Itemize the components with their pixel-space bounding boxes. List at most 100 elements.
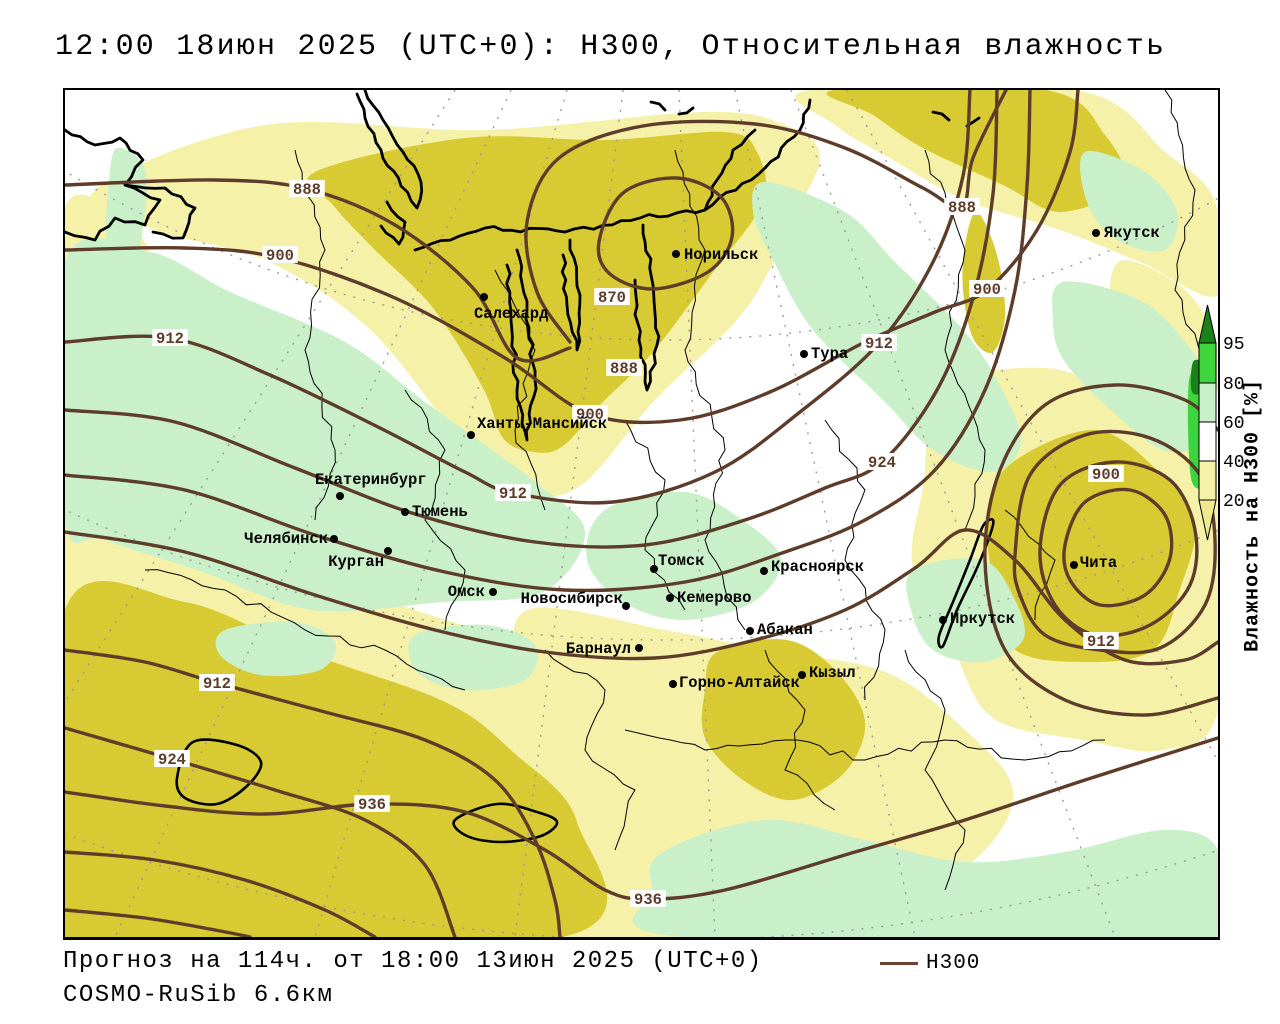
contour-label: 888 xyxy=(948,199,976,217)
humidity-patch-pale_green xyxy=(906,558,1025,663)
graticule-meridian xyxy=(790,90,1116,937)
coastline xyxy=(379,200,407,246)
contour-label: 888 xyxy=(293,181,321,199)
coastline xyxy=(65,128,162,242)
admin-border xyxy=(1004,509,1056,621)
city-label: Якутск xyxy=(1104,224,1160,242)
coastline xyxy=(677,106,695,116)
coastline xyxy=(649,100,667,112)
contour-label-box xyxy=(969,280,1005,297)
city-label: Тюмень xyxy=(412,503,468,521)
city-marker xyxy=(672,250,680,258)
city-marker xyxy=(666,594,674,602)
isoline-h300 xyxy=(65,726,457,937)
colorbar-80-95 xyxy=(1198,342,1217,384)
map-canvas: 888 900 912 870 888 900 912 888 900 912 924 900 912 9… xyxy=(65,90,1218,937)
admin-border xyxy=(494,269,546,511)
graticule-meridian xyxy=(734,90,916,937)
city-label: Курган xyxy=(328,553,384,571)
city-label: Омск xyxy=(448,583,485,601)
city-marker xyxy=(760,567,768,575)
city-label: Норильск xyxy=(684,246,758,264)
contour-label-box xyxy=(289,180,325,197)
contour-label: 936 xyxy=(634,891,662,909)
humidity-patch-pale_green xyxy=(65,237,586,612)
isoline-h300 xyxy=(65,178,572,363)
isoline-h300 xyxy=(1012,429,1217,655)
humidity-patch-pale_green xyxy=(752,182,1022,473)
city-label: Челябинск xyxy=(244,530,328,548)
admin-border xyxy=(764,649,836,811)
colorbar-20-40 xyxy=(1198,460,1217,501)
lake-west xyxy=(175,738,263,806)
city-label: Кызыл xyxy=(809,664,856,682)
humidity-patch-mustard xyxy=(701,639,866,801)
city-marker xyxy=(467,431,475,439)
city-marker xyxy=(798,671,806,679)
coastline xyxy=(413,98,812,252)
contour-label: 912 xyxy=(156,330,184,348)
city-label: Кемерово xyxy=(677,589,751,607)
contour-label-box xyxy=(262,246,298,263)
contour-label: 870 xyxy=(598,289,626,307)
city-marker xyxy=(330,535,338,543)
city-marker xyxy=(336,492,344,500)
contour-label-box xyxy=(861,334,897,351)
contour-label: 900 xyxy=(1092,466,1120,484)
city-marker xyxy=(1070,561,1078,569)
colorbar-tick-label: 60 xyxy=(1223,414,1245,434)
isoline-h300 xyxy=(65,736,1218,901)
lake-south xyxy=(452,802,559,844)
colorbar-lt20-triangle xyxy=(1198,499,1217,541)
admin-border xyxy=(144,569,466,691)
coastline xyxy=(560,238,582,352)
h300-legend-label: H300 xyxy=(926,952,981,975)
isoline-h300 xyxy=(65,908,252,937)
contour-label-box xyxy=(1088,465,1124,482)
isoline-h300 xyxy=(65,90,1032,593)
city-label: Барнаул xyxy=(566,640,631,658)
contour-label: 900 xyxy=(973,281,1001,299)
contour-label: 912 xyxy=(1087,633,1115,651)
colorbar-gt95-triangle xyxy=(1198,304,1217,344)
contour-label: 924 xyxy=(868,454,896,472)
contour-label-box xyxy=(594,288,630,305)
humidity-patch-mustard xyxy=(985,429,1196,663)
contour-label-box xyxy=(495,484,531,501)
city-marker xyxy=(489,588,497,596)
humidity-patch-pale_yellow xyxy=(795,90,1218,297)
contour-label-box xyxy=(354,795,390,812)
city-marker xyxy=(401,508,409,516)
city-label: Абакан xyxy=(757,621,813,639)
humidity-patch-pale_green xyxy=(408,624,539,691)
colorbar-60-80 xyxy=(1198,382,1217,423)
contour-label-box xyxy=(944,198,980,215)
admin-border xyxy=(904,649,966,891)
admin-border xyxy=(674,149,746,631)
city-marker xyxy=(1092,229,1100,237)
admin-border xyxy=(624,419,686,611)
contour-label-box xyxy=(154,750,190,767)
graticule-layer xyxy=(65,90,1218,937)
admin-border xyxy=(624,729,1106,761)
isoline-h300 xyxy=(65,528,1218,666)
city-marker xyxy=(384,547,392,555)
humidity-patch-pale_green xyxy=(215,621,337,677)
city-label: Екатеринбург xyxy=(315,471,427,489)
model-info-line: COSMO-RuSib 6.6км xyxy=(63,982,334,1009)
colorbar-tick-label: 80 xyxy=(1223,375,1245,395)
admin-border xyxy=(1164,90,1216,391)
isoline-h300 xyxy=(1062,487,1174,608)
contour-label-box xyxy=(152,329,188,346)
isoline-labels-layer: 888 900 912 870 888 900 912 888 900 912 924 900 912 9… xyxy=(152,180,1124,909)
city-label: Иркутск xyxy=(950,610,1015,628)
contour-label: 912 xyxy=(203,675,231,693)
humidity-patch-pale_green xyxy=(1052,281,1214,453)
contour-label: 912 xyxy=(499,485,527,503)
contour-label-box xyxy=(1083,632,1119,649)
isoline-h300 xyxy=(983,383,1218,717)
city-marker xyxy=(800,350,808,358)
city-label: Чита xyxy=(1080,554,1117,572)
contour-label-box xyxy=(864,453,900,470)
